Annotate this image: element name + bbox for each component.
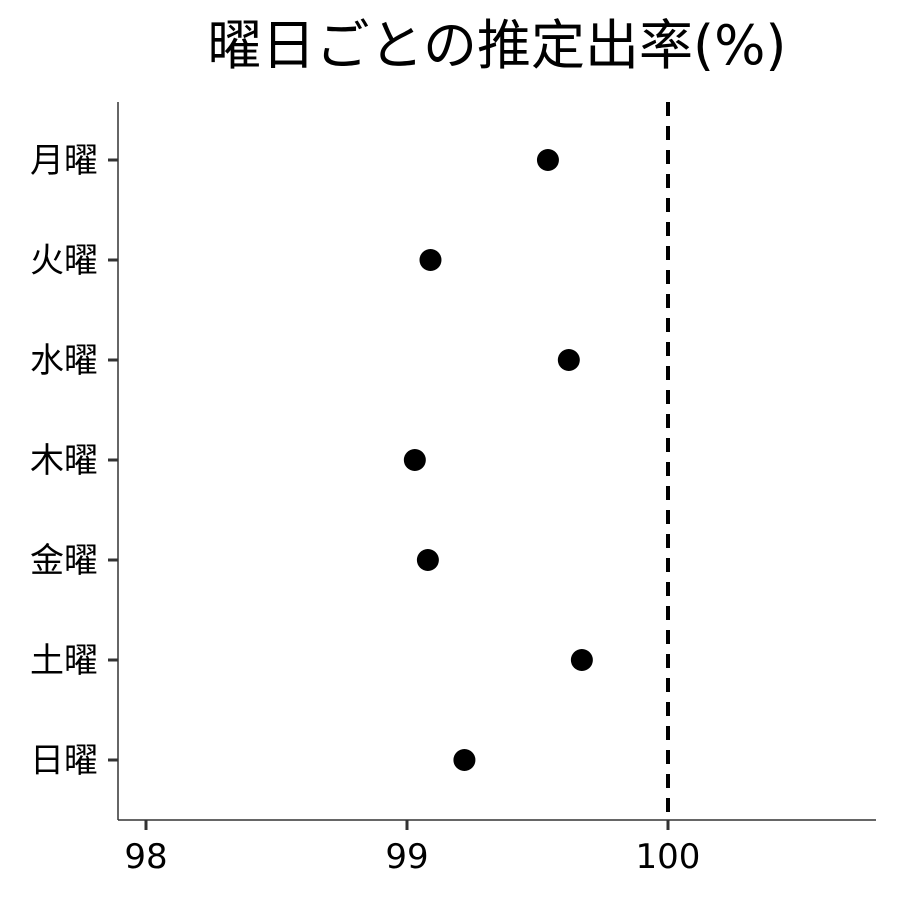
y-tick-label: 金曜 (30, 541, 98, 581)
y-tick-label: 木曜 (30, 441, 98, 481)
data-point (416, 549, 439, 571)
y-tick-label: 月曜 (30, 141, 98, 181)
x-tick-label: 99 (385, 837, 428, 877)
x-tick-label: 100 (636, 837, 701, 877)
data-point (403, 449, 426, 471)
data-point (453, 749, 476, 771)
y-tick-label: 土曜 (30, 641, 98, 681)
data-point (419, 249, 442, 271)
y-tick-label: 水曜 (30, 341, 98, 381)
data-point (557, 349, 580, 371)
points-group (403, 149, 593, 771)
x-tick-label: 98 (124, 837, 167, 877)
chart-title: 曜日ごとの推定出率(%) (208, 14, 787, 77)
y-tick-label: 火曜 (30, 241, 98, 281)
y-tick-label: 日曜 (30, 741, 98, 781)
data-point (570, 649, 593, 671)
data-point (536, 149, 559, 171)
